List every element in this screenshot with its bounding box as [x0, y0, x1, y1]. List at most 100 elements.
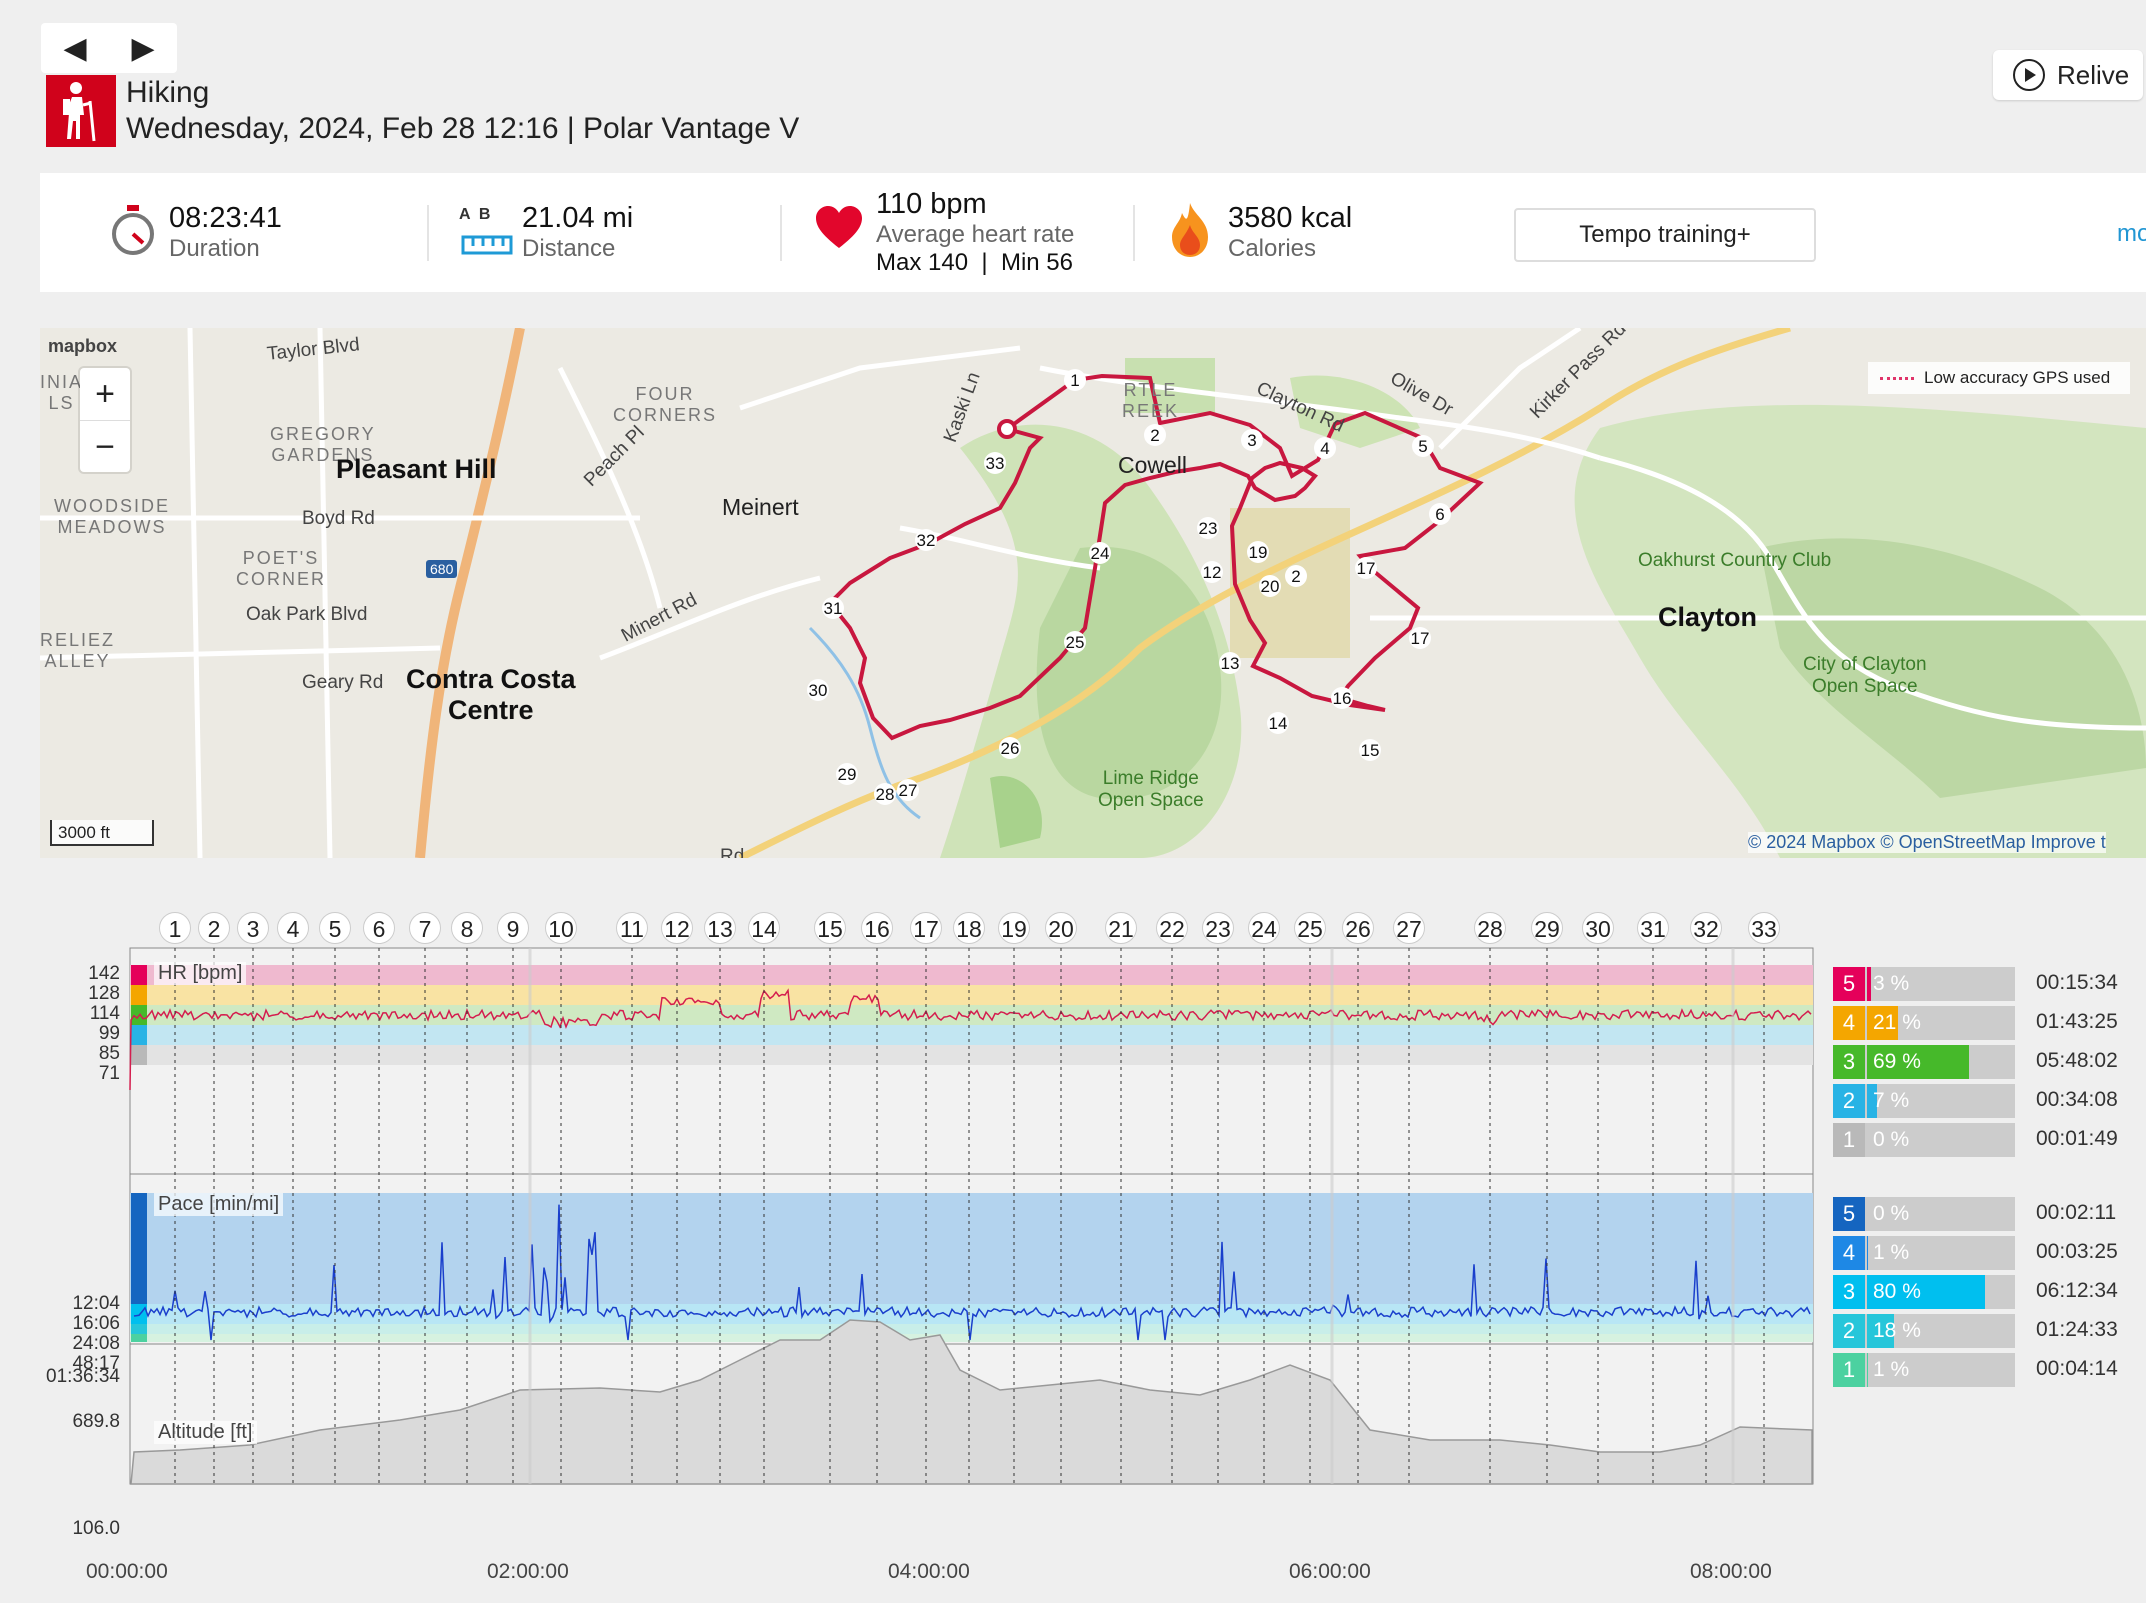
zone-bar[interactable]: 3 69 % — [1833, 1045, 2015, 1079]
zone-bar[interactable]: 2 18 % — [1833, 1314, 2015, 1348]
zone-bar[interactable]: 4 1 % — [1833, 1236, 2015, 1270]
next-arrow-icon[interactable]: ▶ — [131, 31, 155, 65]
zone-time: 06:12:34 — [2036, 1279, 2118, 1302]
zone-percent: 3 % — [1873, 972, 1910, 995]
map-label: RTLE REEK — [1122, 380, 1180, 421]
svg-text:29: 29 — [838, 765, 857, 784]
svg-text:28: 28 — [876, 785, 895, 804]
previous-arrow-icon[interactable]: ◀ — [63, 31, 87, 65]
altitude-panel-title: Altitude [ft] — [154, 1421, 257, 1444]
pace-panel-title: Pace [min/mi] — [154, 1193, 284, 1216]
time-tick: 04:00:00 — [888, 1560, 970, 1583]
map-attribution[interactable]: © 2024 Mapbox © OpenStreetMap Improve t — [1748, 832, 2106, 853]
zone-time: 05:48:02 — [2036, 1049, 2118, 1072]
svg-text:23: 23 — [1199, 519, 1218, 538]
zone-time: 01:43:25 — [2036, 1010, 2118, 1033]
calories-stat: 3580 kcal Calories — [1228, 202, 1352, 263]
zone-fill — [1867, 1045, 1970, 1079]
lap-number-badge[interactable]: 24 — [1248, 912, 1280, 944]
svg-text:13: 13 — [1221, 654, 1240, 673]
divider — [780, 205, 782, 261]
zone-percent: 18 % — [1873, 1319, 1921, 1342]
lap-number-badge[interactable]: 5 — [319, 912, 351, 944]
lap-number-badge[interactable]: 14 — [748, 912, 780, 944]
lap-number-badge[interactable]: 15 — [814, 912, 846, 944]
lap-number-badge[interactable]: 10 — [545, 912, 577, 944]
zoom-out-button[interactable]: − — [95, 428, 115, 466]
map-label: Meinert — [722, 494, 799, 520]
lap-number-badge[interactable]: 3 — [237, 912, 269, 944]
lap-number-badge[interactable]: 2 — [198, 912, 230, 944]
sport-name: Hiking — [126, 76, 210, 109]
zone-time: 00:03:25 — [2036, 1240, 2118, 1263]
relive-label: Relive — [2057, 59, 2130, 90]
zone-percent: 69 % — [1873, 1050, 1921, 1073]
map-label: Boyd Rd — [302, 508, 375, 529]
zone-bar[interactable]: 3 80 % — [1833, 1275, 2015, 1309]
duration-stat: 08:23:41 Duration — [169, 202, 282, 263]
map-label: 680 — [426, 560, 458, 579]
lap-number-badge[interactable]: 26 — [1342, 912, 1374, 944]
zone-fill — [1867, 967, 1872, 1001]
svg-text:16: 16 — [1333, 689, 1352, 708]
lap-number-badge[interactable]: 6 — [363, 912, 395, 944]
zone-bar[interactable]: 1 0 % — [1833, 1123, 2015, 1157]
lap-number-badge[interactable]: 33 — [1748, 912, 1780, 944]
map-scale: 3000 ft — [50, 820, 154, 846]
lap-number-badge[interactable]: 27 — [1393, 912, 1425, 944]
route-map[interactable]: 1 2 3 4 5 6 17 17 23 24 12 20 2 19 13 16… — [40, 328, 2146, 858]
zone-bar[interactable]: 2 7 % — [1833, 1084, 2015, 1118]
hr-y-tick: 85 — [98, 1043, 120, 1064]
lap-number-badge[interactable]: 19 — [998, 912, 1030, 944]
lap-number-badge[interactable]: 32 — [1690, 912, 1722, 944]
zone-number: 4 — [1833, 1236, 1865, 1270]
lap-number-badge[interactable]: 9 — [497, 912, 529, 944]
hr-y-tick: 142 — [88, 963, 120, 984]
gps-accuracy-legend: Low accuracy GPS used — [1868, 362, 2130, 394]
heart-rate-label: Average heart rate — [876, 221, 1075, 248]
hr-y-tick: 128 — [88, 983, 120, 1004]
zone-fill — [1867, 1353, 1869, 1387]
lap-number-badge[interactable]: 20 — [1045, 912, 1077, 944]
svg-text:6: 6 — [1435, 505, 1444, 524]
map-label: POET'S CORNER — [236, 548, 327, 589]
lap-number-badge[interactable]: 16 — [861, 912, 893, 944]
map-label: Oak Park Blvd — [246, 604, 368, 625]
zone-bar[interactable]: 4 21 % — [1833, 1006, 2015, 1040]
svg-text:5: 5 — [1418, 437, 1427, 456]
zone-bar[interactable]: 5 0 % — [1833, 1197, 2015, 1231]
lap-number-badge[interactable]: 7 — [409, 912, 441, 944]
zone-bar[interactable]: 5 3 % — [1833, 967, 2015, 1001]
lap-number-badge[interactable]: 22 — [1156, 912, 1188, 944]
lap-number-badge[interactable]: 29 — [1531, 912, 1563, 944]
lap-number-badge[interactable]: 8 — [451, 912, 483, 944]
lap-number-badge[interactable]: 1 — [159, 912, 191, 944]
zoom-in-button[interactable]: + — [80, 368, 130, 421]
lap-number-badge[interactable]: 4 — [277, 912, 309, 944]
activity-charts[interactable] — [0, 940, 1830, 1560]
lap-number-badge[interactable]: 31 — [1637, 912, 1669, 944]
lap-number-badge[interactable]: 13 — [704, 912, 736, 944]
zone-bar[interactable]: 1 1 % — [1833, 1353, 2015, 1387]
lap-number-badge[interactable]: 23 — [1202, 912, 1234, 944]
zone-fill — [1867, 1275, 1986, 1309]
lap-number-badge[interactable]: 30 — [1582, 912, 1614, 944]
map-label: Pleasant Hill — [336, 454, 497, 484]
more-link[interactable]: mo — [2117, 220, 2146, 247]
lap-number-badge[interactable]: 17 — [910, 912, 942, 944]
relive-button[interactable]: Relive — [1993, 50, 2143, 100]
map-zoom-controls: + − — [80, 368, 130, 472]
zone-time: 00:15:34 — [2036, 971, 2118, 994]
lap-number-badge[interactable]: 28 — [1474, 912, 1506, 944]
lap-number-badge[interactable]: 25 — [1294, 912, 1326, 944]
pace-y-tick: 24:08 — [72, 1333, 120, 1354]
altitude-y-max: 689.8 — [72, 1411, 120, 1432]
heart-rate-stat: 110 bpm Average heart rate Max 140 | Min… — [876, 188, 1074, 277]
lap-number-badge[interactable]: 12 — [661, 912, 693, 944]
zone-number: 2 — [1833, 1084, 1865, 1118]
zone-time: 01:24:33 — [2036, 1318, 2118, 1341]
lap-number-badge[interactable]: 11 — [616, 912, 648, 944]
lap-number-badge[interactable]: 18 — [953, 912, 985, 944]
lap-number-badge[interactable]: 21 — [1105, 912, 1137, 944]
training-benefit-button[interactable]: Tempo training+ — [1514, 208, 1816, 262]
